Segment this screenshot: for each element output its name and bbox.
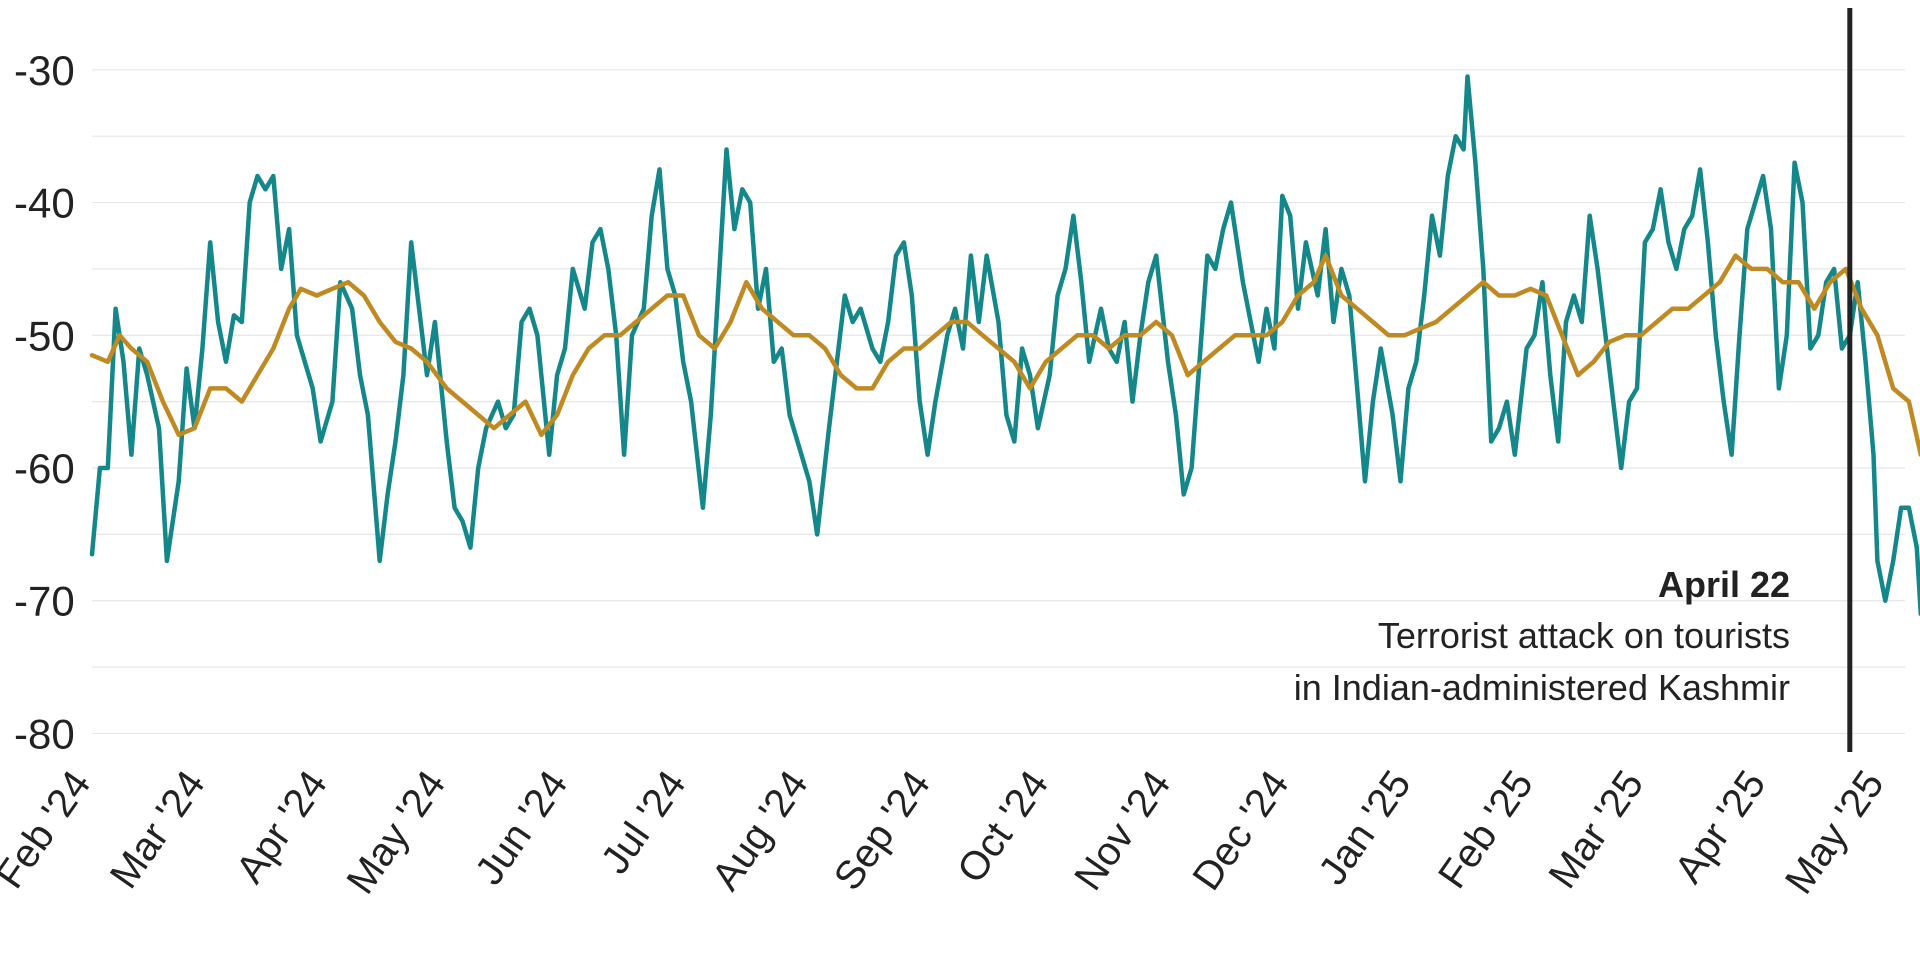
x-tick-label: Jul '24 <box>593 763 695 882</box>
x-tick-label: Apr '25 <box>1666 763 1774 891</box>
y-tick-label: -80 <box>14 710 75 757</box>
y-axis-ticks: -30 -40 -50 -60 -70 -80 <box>14 47 75 758</box>
x-tick-label: Nov '24 <box>1066 763 1179 898</box>
x-axis-ticks: Feb '24 Mar '24 Apr '24 May '24 Jun '24 Jul '… <box>0 763 1893 902</box>
x-tick-label: Jun '24 <box>467 763 576 893</box>
y-tick-label: -50 <box>14 312 75 359</box>
y-tick-label: -40 <box>14 180 75 227</box>
series-line-2 <box>89 253 1920 457</box>
series-lines <box>89 74 1920 617</box>
x-tick-label: Oct '24 <box>949 763 1057 891</box>
event-annotation: April 22 Terrorist attack on tourists in… <box>1294 564 1790 708</box>
x-tick-label: Sep '24 <box>826 763 939 898</box>
annotation-line-2: in Indian-administered Kashmir <box>1294 667 1790 708</box>
x-tick-label: Feb '25 <box>1430 763 1542 897</box>
y-tick-label: -60 <box>14 445 75 492</box>
x-tick-label: May '24 <box>338 763 454 902</box>
x-tick-label: Apr '24 <box>228 763 336 891</box>
x-tick-label: May '25 <box>1777 763 1893 902</box>
x-tick-label: Aug '24 <box>704 763 817 898</box>
x-tick-label: Feb '24 <box>0 763 99 897</box>
gridlines <box>92 69 1905 735</box>
x-tick-label: Jan '25 <box>1310 763 1419 893</box>
series-line-1 <box>89 74 1920 617</box>
y-tick-label: -70 <box>14 578 75 625</box>
y-tick-label: -30 <box>14 47 75 94</box>
x-tick-label: Mar '24 <box>102 763 214 896</box>
annotation-title: April 22 <box>1658 564 1790 605</box>
x-tick-label: Dec '24 <box>1184 763 1297 898</box>
annotation-line-1: Terrorist attack on tourists <box>1378 615 1790 656</box>
x-tick-label: Mar '25 <box>1540 763 1652 896</box>
